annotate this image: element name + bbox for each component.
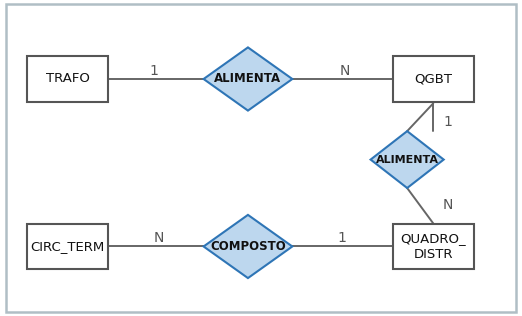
Text: CIRC_TERM: CIRC_TERM bbox=[31, 240, 105, 253]
Polygon shape bbox=[204, 47, 292, 111]
FancyBboxPatch shape bbox=[393, 224, 473, 269]
Text: N: N bbox=[443, 198, 453, 212]
Polygon shape bbox=[371, 131, 444, 188]
FancyBboxPatch shape bbox=[393, 56, 473, 102]
Polygon shape bbox=[204, 215, 292, 278]
Text: 1: 1 bbox=[337, 231, 347, 245]
Text: QGBT: QGBT bbox=[414, 72, 452, 86]
FancyBboxPatch shape bbox=[27, 224, 109, 269]
Text: COMPOSTO: COMPOSTO bbox=[210, 240, 286, 253]
Text: 1: 1 bbox=[443, 115, 453, 129]
Text: QUADRO_
DISTR: QUADRO_ DISTR bbox=[400, 232, 466, 261]
Text: TRAFO: TRAFO bbox=[46, 72, 90, 86]
Text: N: N bbox=[339, 64, 350, 78]
FancyBboxPatch shape bbox=[6, 4, 516, 312]
Text: ALIMENTA: ALIMENTA bbox=[376, 155, 438, 165]
Text: ALIMENTA: ALIMENTA bbox=[215, 72, 281, 86]
FancyBboxPatch shape bbox=[27, 56, 109, 102]
Text: 1: 1 bbox=[149, 64, 159, 78]
Text: N: N bbox=[154, 231, 164, 245]
